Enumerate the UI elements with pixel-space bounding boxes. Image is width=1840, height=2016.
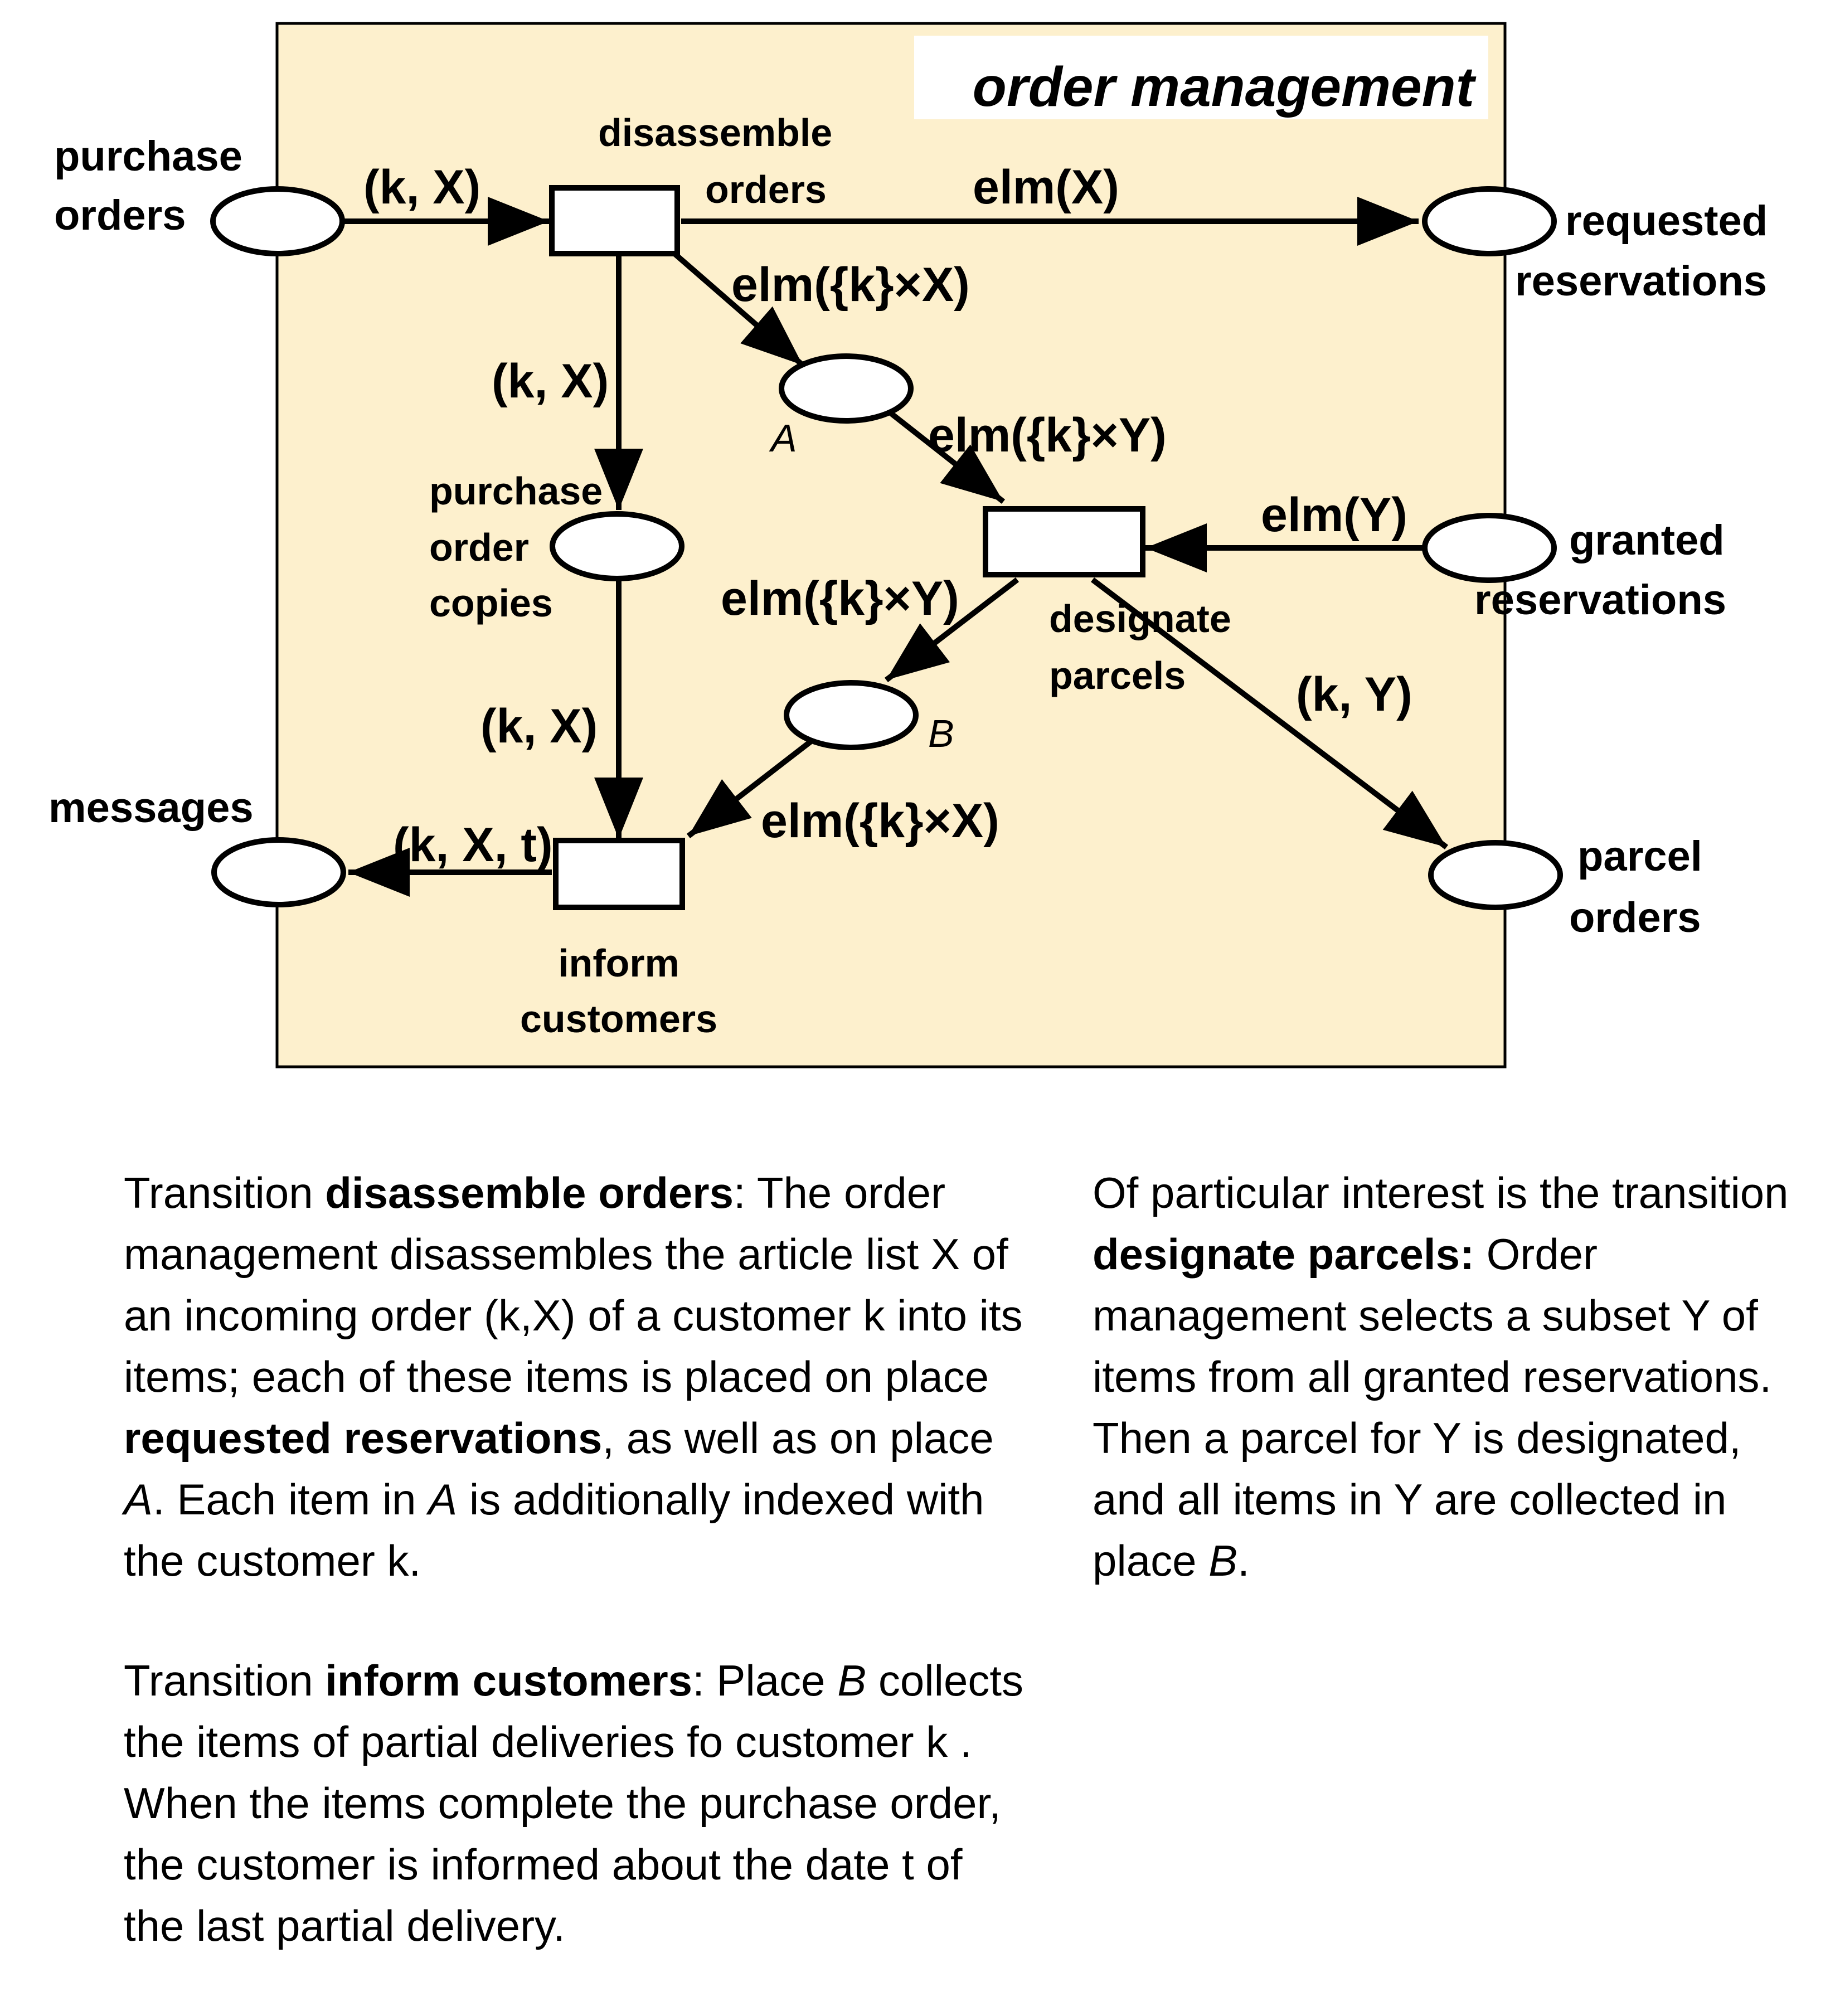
inscription-disassemble-to-requested: elm(X) <box>973 161 1119 214</box>
p1-line-3: an incoming order (k,X) of a customer k … <box>124 1291 1023 1340</box>
place-purchase-order-copies <box>550 511 684 581</box>
p2-line-3: When the items complete the purchase ord… <box>124 1779 1001 1828</box>
transition-inform-customers <box>553 838 685 910</box>
p3-text: Order <box>1474 1230 1598 1279</box>
p1-bold-requested-reservations: requested reservations <box>124 1413 603 1463</box>
p3-text: . <box>1237 1536 1250 1585</box>
p2-text: collects <box>866 1656 1023 1705</box>
arc-a-to-designate <box>884 407 1006 504</box>
label-inform-customers-2: customers <box>520 997 717 1041</box>
p2-bold-inform-customers: inform customers <box>325 1656 693 1705</box>
title-background <box>914 36 1488 119</box>
inscription-granted-to-designate: elm(Y) <box>1261 488 1407 542</box>
paragraph-inform-customers: Transition inform customers: Place B col… <box>124 1650 1023 1956</box>
petri-net-diagram: order management purchase orders request… <box>48 22 1768 1068</box>
p1-line-5: requested reservations, as well as on pl… <box>124 1407 1023 1469</box>
label-parcel-orders-2: orders <box>1569 894 1701 941</box>
p3-line-6: and all items in Y are collected in <box>1093 1475 1727 1524</box>
p1-text: is additionally indexed with <box>457 1475 984 1524</box>
place-granted-reservations <box>1422 513 1557 583</box>
place-parcel-orders <box>1428 840 1563 910</box>
p2-line-2: the items of partial deliveries fo custo… <box>124 1717 972 1766</box>
inscription-po-to-disassemble: (k, X) <box>363 161 480 214</box>
arc-designate-to-parcel <box>1090 577 1449 849</box>
label-granted-reservations-2: reservations <box>1474 576 1726 624</box>
p2-line-1: Transition inform customers: Place B col… <box>124 1650 1023 1711</box>
p1-line-2: management disassembles the article list… <box>124 1230 1008 1279</box>
p2-text: : Place <box>692 1656 838 1705</box>
p1-bold-disassemble-orders: disassemble orders <box>325 1168 734 1217</box>
label-designate-parcels-1: designate <box>1049 597 1231 640</box>
place-messages <box>211 837 346 907</box>
label-requested-reservations-1: requested <box>1565 197 1768 245</box>
inscription-inform-to-messages: (k, X, t) <box>393 818 553 872</box>
p1-line-4: items; each of these items is placed on … <box>124 1352 989 1401</box>
p3-text: place <box>1093 1536 1209 1585</box>
label-disassemble-orders-2: orders <box>705 168 827 211</box>
label-purchase-orders-2: orders <box>54 192 186 239</box>
label-designate-parcels-2: parcels <box>1049 654 1186 697</box>
p1-italic-a: A <box>428 1475 458 1524</box>
label-disassemble-orders-1: disassemble <box>598 111 832 154</box>
inscription-a-to-designate: elm({k}×Y) <box>928 409 1167 462</box>
inscription-b-to-inform: elm({k}×X) <box>761 794 999 848</box>
p2-line-4: the customer is informed about the date … <box>124 1840 963 1889</box>
p1-text: , as well as on place <box>602 1413 994 1463</box>
transition-designate-parcels <box>983 506 1145 577</box>
arc-b-to-inform <box>686 739 813 838</box>
p1-text: . Each item in <box>153 1475 429 1524</box>
label-parcel-orders-1: parcel <box>1577 833 1702 880</box>
p3-line-5: Then a parcel for Y is designated, <box>1093 1413 1741 1463</box>
p2-line-5: the last partial delivery. <box>124 1901 565 1950</box>
label-purchase-order-copies-3: copies <box>429 581 553 625</box>
p1-text: : The order <box>733 1168 946 1217</box>
inscription-designate-to-b: elm({k}×Y) <box>721 572 959 625</box>
paragraph-disassemble-orders: Transition disassemble orders: The order… <box>124 1162 1023 1591</box>
label-granted-reservations-1: granted <box>1569 517 1725 564</box>
label-place-a: A <box>769 416 797 460</box>
place-requested-reservations <box>1422 186 1557 256</box>
label-purchase-orders-1: purchase <box>54 133 242 180</box>
p3-line-7: place B. <box>1093 1530 1789 1591</box>
transition-disassemble-orders <box>549 185 680 256</box>
label-purchase-order-copies-1: purchase <box>429 469 603 513</box>
p1-line-6: A. Each item in A is additionally indexe… <box>124 1469 1023 1530</box>
p1-line-1: Transition disassemble orders: The order <box>124 1162 1023 1223</box>
p3-line-2: designate parcels: Order <box>1093 1223 1789 1285</box>
label-requested-reservations-2: reservations <box>1515 258 1767 305</box>
label-inform-customers-1: inform <box>558 941 679 985</box>
label-purchase-order-copies-2: order <box>429 526 529 569</box>
p2-italic-b: B <box>837 1656 867 1705</box>
place-b <box>784 680 919 750</box>
p3-italic-b: B <box>1208 1536 1238 1585</box>
p1-line-7: the customer k. <box>124 1536 421 1585</box>
p3-line-3: management selects a subset Y of <box>1093 1291 1758 1340</box>
label-place-b: B <box>928 712 954 755</box>
arc-disassemble-to-a <box>672 251 805 367</box>
inscription-designate-to-parcel: (k, Y) <box>1296 668 1412 721</box>
p1-italic-a: A <box>124 1475 153 1524</box>
p3-line-4: items from all granted reservations. <box>1093 1352 1772 1401</box>
place-purchase-orders <box>210 186 345 256</box>
inscription-disassemble-to-a: elm({k}×X) <box>731 258 970 312</box>
label-messages: messages <box>48 784 254 832</box>
p1-text: Transition <box>124 1168 326 1217</box>
inscription-disassemble-to-copies: (k, X) <box>492 354 609 408</box>
arc-designate-to-b <box>884 577 1019 682</box>
place-a <box>779 353 914 424</box>
inscription-copies-to-inform: (k, X) <box>480 699 598 753</box>
paragraph-designate-parcels: Of particular interest is the transition… <box>1093 1162 1789 1591</box>
p2-text: Transition <box>124 1656 326 1705</box>
p3-bold-designate-parcels: designate parcels: <box>1093 1230 1474 1279</box>
component-title: order management <box>973 56 1477 118</box>
p3-line-1: Of particular interest is the transition <box>1093 1168 1789 1217</box>
